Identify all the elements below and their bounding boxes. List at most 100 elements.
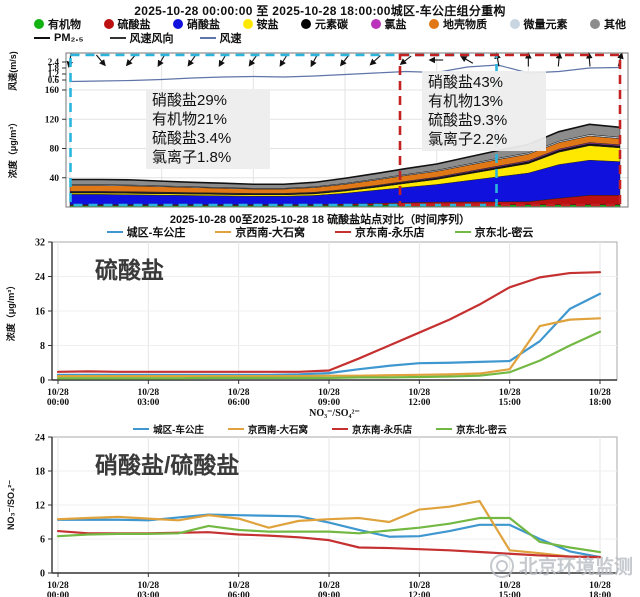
legend-label: 硝酸盐 (187, 19, 220, 31)
wind-direction-arrow (399, 55, 412, 66)
wind-direction-arrow (248, 54, 258, 67)
legend-line-icon (133, 428, 150, 430)
station-legend-ratio: 城区-车公庄 京西南-大石窝 京东南-永乐店 京东北-密云 (0, 422, 640, 436)
legend-line-icon (332, 428, 348, 430)
conc-axis-tick: 80 (50, 145, 60, 155)
sulfate-panel-title: 2025-10-28 00至2025-10-28 18 硫酸盐站点对比（时间序列… (169, 214, 471, 226)
legend-item-species: 硝酸盐 (173, 16, 220, 32)
x-axis-label: NO₃⁻/SO₄²⁻ (309, 408, 360, 419)
y-tick-label: 12 (35, 500, 45, 511)
panel-inner-label: 硝酸盐/硫酸盐 (95, 452, 239, 478)
legend-label: 铵盐 (256, 19, 279, 31)
annotation-right-line: 有机物13% (428, 93, 503, 110)
legend-dot-icon (509, 19, 520, 29)
conc-axis-tick: 40 (50, 174, 60, 184)
wind-axis-tick: 1.8 (48, 63, 60, 73)
wind-direction-arrow (187, 54, 197, 67)
legend-label: 城区-车公庄 (126, 227, 186, 239)
legend-line-icon (335, 231, 351, 233)
legend-item-station: 京东北-密云 (436, 422, 507, 436)
wind-axis-tick: 0.6 (48, 75, 60, 85)
annotation-left-line: 硫酸盐3.4% (152, 130, 231, 147)
x-tick-time: 00:00 (47, 398, 69, 408)
annotation-left-line: 氯离子1.8% (152, 149, 231, 166)
wind-direction-arrow (125, 54, 136, 67)
conc-axis-label: 浓度（μg/m³） (7, 118, 18, 179)
series-line-城区-车公庄 (56, 513, 602, 559)
series-line-京东北-密云 (56, 330, 602, 380)
x-tick-date: 10/28 (138, 388, 160, 398)
legend-label: PM₂.₅ (54, 32, 84, 44)
annotation-left-line: 硝酸盐29% (152, 92, 227, 109)
wind-direction-arrow (460, 55, 474, 64)
legend-label: 城区-车公庄 (153, 425, 204, 436)
y-tick-label: 24 (35, 272, 45, 283)
annotation-right-box (422, 71, 546, 151)
watermark: 北京环境监测 (490, 552, 640, 579)
x-tick-date: 10/28 (409, 581, 431, 591)
legend-label: 京西南-大石窝 (247, 425, 308, 436)
wind-direction-arrow (95, 54, 106, 67)
y-tick-label: 32 (35, 238, 45, 249)
y-axis-label: 浓度（μg/m³） (5, 281, 16, 342)
conc-axis-tick: 160 (45, 86, 60, 96)
series-line-京东南-永乐店 (56, 271, 602, 373)
legend-label: 京东北-密云 (456, 425, 507, 436)
y-tick-label: 16 (35, 307, 45, 318)
legend-item-species: 微量元素 (509, 16, 568, 32)
x-tick-time: 06:00 (228, 591, 250, 597)
x-tick-date: 10/28 (589, 388, 611, 398)
annotation-left-box (146, 89, 270, 169)
annotation-right-line: 硫酸盐9.3% (428, 112, 507, 129)
conc-axis-tick: 120 (45, 115, 60, 125)
legend-line-icon (227, 428, 244, 430)
annotation-left-line: 有机物21% (152, 111, 227, 128)
legend-dot-icon (173, 19, 183, 29)
series-line-城区-车公庄 (56, 292, 602, 376)
y-tick-label: 24 (35, 434, 45, 443)
legend-label: 风速 (219, 33, 242, 45)
legend-dot-icon (590, 19, 600, 29)
x-tick-time: 18:00 (589, 398, 611, 408)
legend-label: 元素碳 (315, 19, 348, 31)
y-tick-label: 0 (40, 376, 45, 387)
legend-item-species: 有机物 (34, 16, 81, 32)
y-tick-label: 6 (40, 534, 45, 545)
x-tick-time: 12:00 (408, 398, 430, 408)
panel-inner-label: 硫酸盐 (95, 257, 164, 283)
legend-dot-icon (242, 19, 253, 29)
wind-direction-arrow (339, 54, 350, 67)
legend-dot-icon (34, 19, 44, 29)
legend-item-species: 元素碳 (301, 16, 348, 32)
station-legend-sulfate: 城区-车公庄 京西南-大石窝 京东南-永乐店 京东北-密云 (0, 224, 640, 240)
annotation-right-line: 硝酸盐43% (428, 74, 503, 91)
legend-item-station: 京东北-密云 (454, 224, 533, 240)
legend-item-line: PM₂.₅ (34, 32, 84, 44)
x-tick-date: 10/28 (589, 581, 611, 591)
legend-dot-icon (103, 19, 114, 29)
legend-item-line: 风速风向 (109, 30, 174, 46)
composition-stacked-area-chart: 硝酸盐29% 有机物21% 硫酸盐3.4% 氯离子1.8% 硝酸盐43% 有机物13% 硫酸… (7, 51, 629, 208)
line-legend: PM₂.₅ 风速风向 风速 (34, 30, 242, 46)
legend-item-species: 其他 (590, 16, 626, 32)
wind-axis-tick: 1.2 (48, 69, 60, 79)
legend-line-icon (109, 37, 126, 39)
legend-dot-icon (301, 19, 311, 29)
legend-label: 地壳物质 (443, 19, 487, 31)
composition-legend: 有机物 硫酸盐 硝酸盐 铵盐 元素碳 氯盐 地壳物质 微量元素 其他 (34, 16, 626, 32)
y-tick-label: 18 (35, 466, 45, 477)
y-tick-label: 0 (40, 569, 45, 580)
legend-item-species: 氯盐 (370, 16, 407, 32)
series-line-京西南-大石窝 (56, 317, 602, 378)
x-tick-time: 12:00 (408, 591, 430, 597)
wind-direction-arrow (555, 51, 563, 67)
legend-item-station: 京东南-永乐店 (332, 422, 412, 436)
ratio-line-chart: 0612182410/2800:0010/2803:0010/2806:0010… (6, 434, 618, 597)
x-tick-date: 10/28 (138, 581, 160, 591)
legend-item-station: 京西南-大石窝 (227, 422, 308, 436)
legend-label: 硫酸盐 (117, 19, 151, 31)
x-tick-date: 10/28 (47, 581, 69, 591)
legend-item-station: 京西南-大石窝 (215, 224, 305, 240)
legend-label: 其他 (604, 19, 626, 31)
